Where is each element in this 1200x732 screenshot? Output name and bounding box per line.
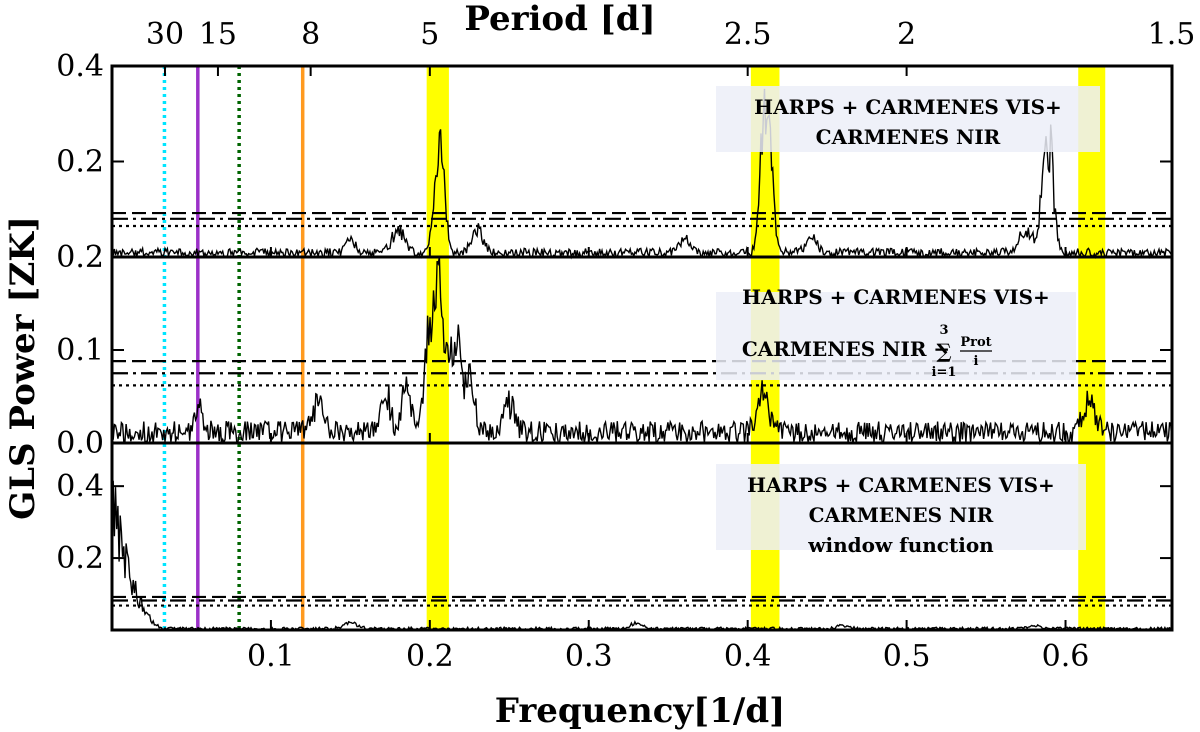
x-tick-label-2: 0.3 bbox=[565, 639, 613, 674]
x-tick-label-0: 0.1 bbox=[247, 639, 295, 674]
legend-box-2 bbox=[716, 464, 1086, 550]
period-tick-label-1: 15 bbox=[199, 17, 237, 52]
top-axis-title: Period [d] bbox=[464, 0, 655, 39]
period-tick-label-4: 2.5 bbox=[724, 17, 772, 52]
formula-denominator: i bbox=[974, 354, 979, 369]
period-tick-label-6: 1.5 bbox=[1148, 17, 1196, 52]
legend-box-1 bbox=[716, 292, 1076, 380]
y-tick-label-1-1: 0.1 bbox=[56, 333, 104, 368]
formula-sum-symbol: ∑ bbox=[936, 339, 951, 363]
x-tick-label-1: 0.2 bbox=[406, 639, 454, 674]
legend-boxes: HARPS + CARMENES VIS+ CARMENES NIR HARPS +… bbox=[716, 86, 1100, 557]
y-tick-label-2-1: 0.4 bbox=[56, 469, 104, 504]
x-tick-label-4: 0.5 bbox=[883, 639, 931, 674]
y-tick-label-1-0: 0.0 bbox=[56, 426, 104, 461]
series-panel-1 bbox=[111, 256, 1173, 446]
legend-box-0 bbox=[716, 86, 1100, 152]
panel-frame-2 bbox=[110, 441, 1174, 632]
y-axis-title: GLS Power [ZK] bbox=[3, 216, 43, 520]
vertical-markers bbox=[162, 66, 305, 630]
legend-line-2-2: window function bbox=[807, 533, 994, 557]
formula-sum-top: 3 bbox=[939, 323, 948, 338]
x-tick-label-5: 0.6 bbox=[1042, 639, 1090, 674]
x-tick-label-3: 0.4 bbox=[724, 639, 772, 674]
legend-line-1-0: HARPS + CARMENES VIS+ bbox=[742, 285, 1050, 309]
series-panel-0 bbox=[111, 88, 1173, 260]
legend-line-2-1: CARMENES NIR bbox=[809, 503, 994, 527]
legend-line-1-1: CARMENES NIR − bbox=[742, 337, 950, 361]
highlight-band-0 bbox=[426, 66, 449, 630]
y-tick-label-1-2: 0.2 bbox=[56, 240, 104, 275]
formula-sum-bottom: i=1 bbox=[932, 365, 957, 380]
axis-ticks: 0.2 0.4 0.0 0.1 0.2 0.2 0.4 0.1 0.2 0.3 0.4 0.5 0.6 3… bbox=[56, 17, 1195, 674]
legend-line-0-1: CARMENES NIR bbox=[816, 125, 1001, 149]
period-tick-label-2: 8 bbox=[301, 17, 320, 52]
period-tick-label-0: 30 bbox=[146, 17, 184, 52]
y-tick-label-0-1: 0.4 bbox=[56, 49, 104, 84]
formula-numerator: Prot bbox=[960, 335, 991, 350]
period-tick-label-3: 5 bbox=[420, 17, 439, 52]
y-tick-label-2-0: 0.2 bbox=[56, 541, 104, 576]
legend-line-0-0: HARPS + CARMENES VIS+ bbox=[754, 95, 1062, 119]
period-tick-label-5: 2 bbox=[897, 17, 916, 52]
y-tick-label-0-0: 0.2 bbox=[56, 145, 104, 180]
legend-line-2-0: HARPS + CARMENES VIS+ bbox=[747, 473, 1055, 497]
x-axis-title: Frequency[1/d] bbox=[495, 691, 785, 731]
